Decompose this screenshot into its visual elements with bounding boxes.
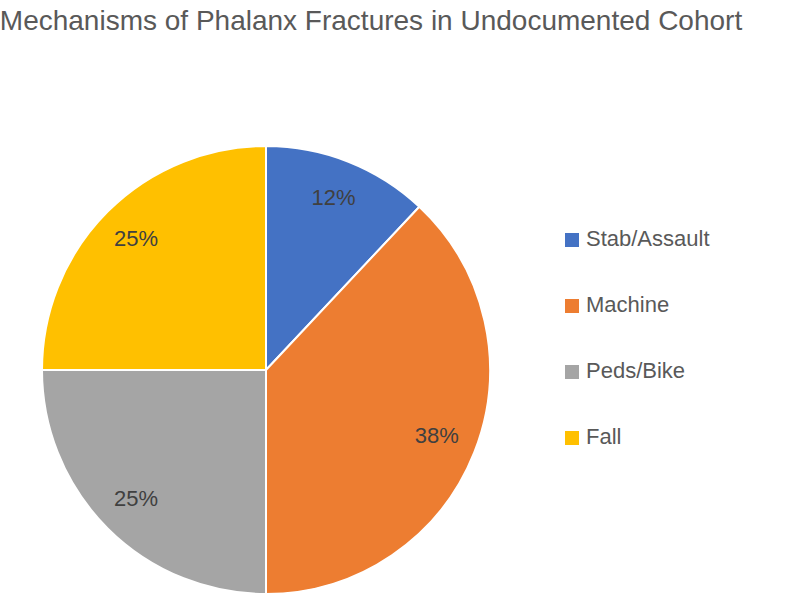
chart: Mechanisms of Phalanx Fractures in Undoc…: [0, 0, 800, 594]
data-label: 25%: [114, 486, 158, 511]
pie-slice: [42, 370, 266, 594]
legend-label: Fall: [586, 424, 621, 449]
data-label: 38%: [415, 423, 459, 448]
pie-slice: [266, 207, 490, 594]
legend-swatch: [565, 233, 579, 247]
pie: [42, 146, 490, 594]
data-labels: 12% 38% 25% 25%: [114, 185, 459, 511]
legend: Stab/Assault Machine Peds/Bike Fall: [565, 226, 710, 449]
legend-label: Peds/Bike: [586, 358, 685, 383]
pie-slice: [42, 146, 266, 370]
legend-swatch: [565, 365, 579, 379]
legend-swatch: [565, 431, 579, 445]
legend-label: Stab/Assault: [586, 226, 710, 251]
data-label: 25%: [114, 226, 158, 251]
legend-swatch: [565, 299, 579, 313]
legend-label: Machine: [586, 292, 669, 317]
chart-title-line: Mechanisms of Phalanx Fractures in Undoc…: [0, 5, 742, 36]
chart-title: Mechanisms of Phalanx Fractures in Undoc…: [0, 5, 742, 36]
data-label: 12%: [312, 185, 356, 210]
